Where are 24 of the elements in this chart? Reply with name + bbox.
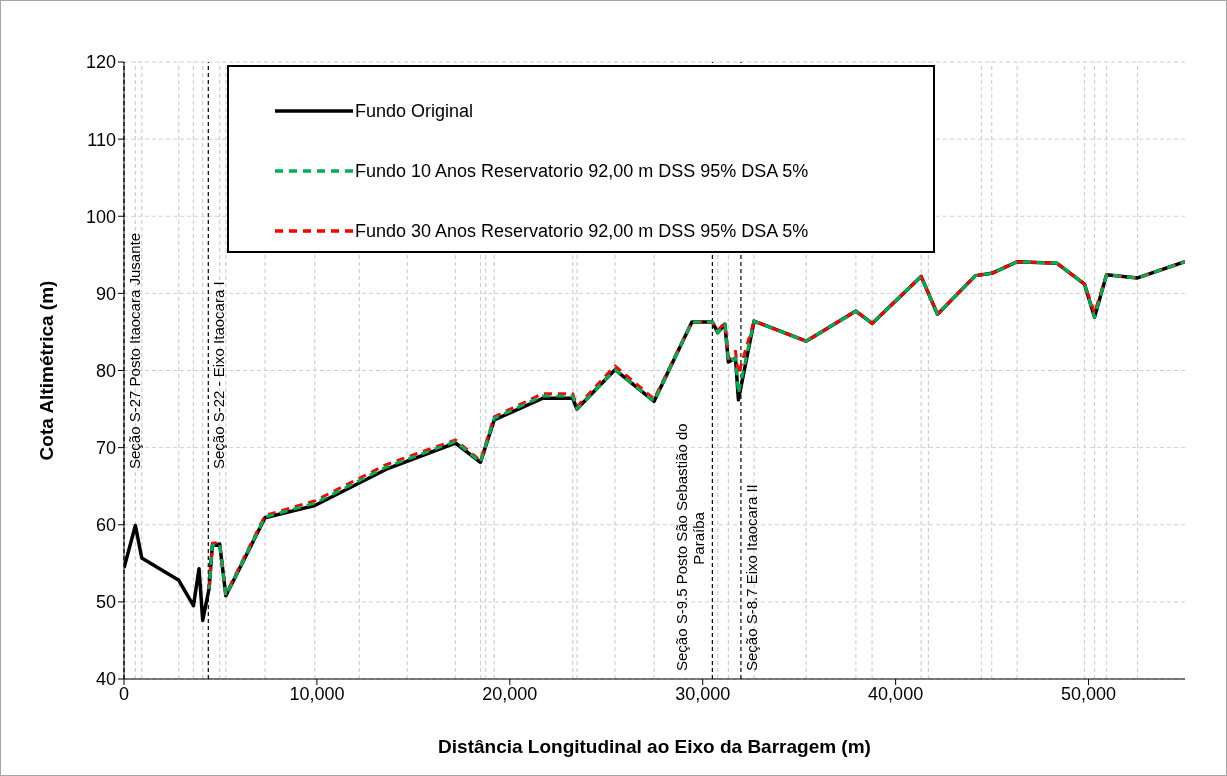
y-tick-label: 100 — [85, 206, 116, 227]
y-axis-title: Cota Altimétrica (m) — [35, 280, 57, 461]
ref-line-label: Seção S-27 Posto Itaocara Jusante — [126, 233, 143, 469]
y-tick-label: 110 — [87, 129, 116, 150]
x-tick-label: 10,000 — [289, 683, 345, 704]
legend-label: Fundo Original — [355, 100, 474, 122]
legend-label: Fundo 10 Anos Reservatorio 92,00 m DSS 95% DSA 5% — [355, 160, 809, 182]
y-tick-label: 120 — [85, 52, 116, 73]
ref-line-label: Seção S-9.5 Posto São Sebastião do Paraíba — [673, 423, 708, 671]
legend-label: Fundo 30 Anos Reservatorio 92,00 m DSS 95% DSA 5% — [355, 220, 809, 242]
ref-line-label: Seção S-22 - Eixo Itaocara I — [210, 281, 228, 469]
y-tick-label: 60 — [95, 515, 116, 536]
x-tick-label: 0 — [118, 683, 130, 704]
ref-line-label: Seção S-8.7 Eixo Itaocara II — [742, 484, 760, 671]
x-tick-label: 30,000 — [675, 683, 731, 704]
y-tick-label: 80 — [95, 360, 116, 381]
y-tick-label: 70 — [95, 438, 116, 459]
y-tick-label: 90 — [95, 283, 116, 304]
y-tick-label: 50 — [95, 592, 116, 613]
x-axis-title: Distância Longitudinal ao Eixo da Barragem (m) — [438, 736, 871, 757]
x-tick-label: 50,000 — [1061, 683, 1117, 704]
x-tick-label: 20,000 — [482, 683, 538, 704]
y-tick-label: 40 — [95, 669, 116, 690]
x-tick-label: 40,000 — [868, 683, 924, 704]
